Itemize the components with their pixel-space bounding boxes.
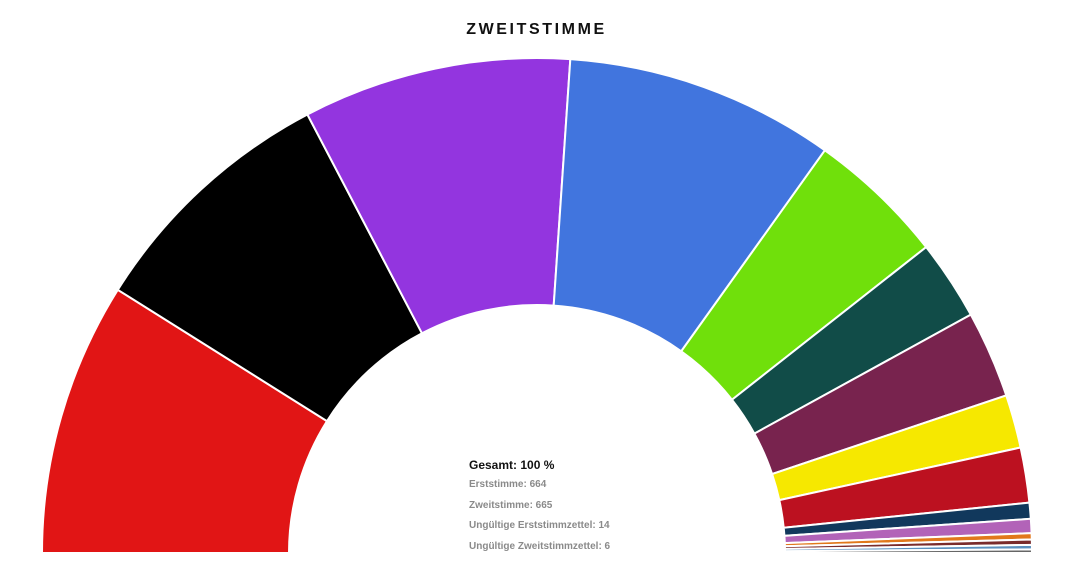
summary-erststimme: Erststimme: 664 — [469, 479, 610, 500]
chart-title: ZWEITSTIMME — [0, 21, 1073, 39]
summary-total: Gesamt: 100 % — [469, 458, 610, 472]
summary-panel: Gesamt: 100 % Erststimme: 664 Zweitstimm… — [469, 458, 610, 561]
summary-ungueltige-erststimmzettel: Ungültige Erststimmzettel: 14 — [469, 520, 610, 541]
donut-slice-15[interactable] — [785, 549, 1032, 553]
summary-zweitstimme: Zweitstimme: 665 — [469, 500, 610, 521]
